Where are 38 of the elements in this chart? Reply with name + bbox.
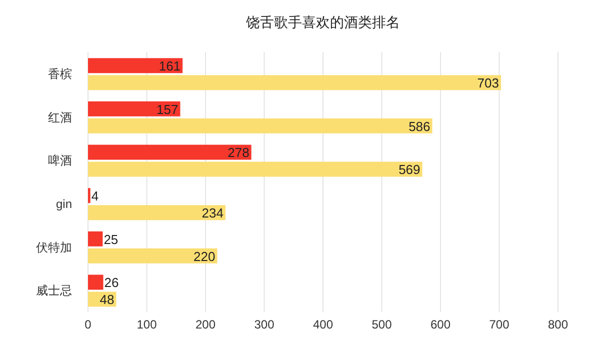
data-label: 25 xyxy=(104,232,118,247)
data-label: 703 xyxy=(477,76,500,91)
x-tick-label: 400 xyxy=(312,318,334,332)
data-label: 161 xyxy=(158,58,181,74)
bar xyxy=(88,144,252,160)
bar xyxy=(88,274,104,290)
data-label: 157 xyxy=(156,102,178,117)
y-tick-label: gin xyxy=(56,196,72,211)
data-label: 26 xyxy=(104,275,119,290)
bar xyxy=(88,205,226,220)
bar xyxy=(88,101,180,116)
bar xyxy=(88,248,218,264)
y-tick-label: 威士忌 xyxy=(36,284,72,298)
bar xyxy=(88,58,183,74)
data-label: 4 xyxy=(91,188,99,204)
x-tick-label: 500 xyxy=(372,318,392,332)
y-tick-label: 红酒 xyxy=(48,110,72,124)
data-label: 586 xyxy=(408,118,430,134)
x-tick-label: 600 xyxy=(430,318,451,332)
x-tick-label: 200 xyxy=(195,318,216,332)
data-label: 278 xyxy=(228,145,250,160)
x-tick-label: 300 xyxy=(254,318,275,332)
y-tick-label: 伏特加 xyxy=(36,240,72,254)
data-label: 234 xyxy=(202,206,224,221)
bar xyxy=(88,231,103,246)
x-tick-label: 100 xyxy=(136,318,158,332)
y-tick-label: 啤酒 xyxy=(48,154,72,168)
bar xyxy=(88,75,502,90)
x-tick-label: 700 xyxy=(489,318,510,332)
x-tick-label: 800 xyxy=(548,318,568,332)
data-label: 48 xyxy=(100,292,114,308)
x-tick-label: 0 xyxy=(84,318,92,332)
data-label: 569 xyxy=(398,162,420,178)
bar xyxy=(88,162,422,177)
bar xyxy=(88,118,432,134)
y-tick-label: 香槟 xyxy=(48,66,72,81)
data-label: 220 xyxy=(194,248,216,264)
chart-title: 饶舌歌手喜欢的酒类排名 xyxy=(245,14,401,32)
